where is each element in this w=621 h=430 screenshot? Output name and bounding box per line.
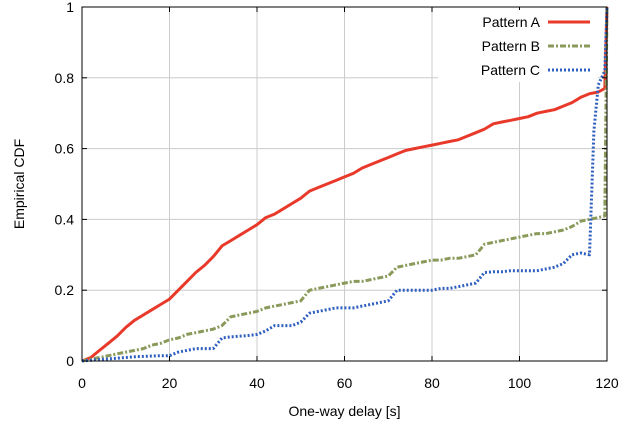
y-tick-label: 0.8 — [55, 70, 75, 86]
y-tick-label: 0.2 — [55, 282, 75, 298]
series-line-3 — [81, 6, 609, 363]
legend: Pattern A Pattern B Pattern C — [438, 10, 598, 82]
x-tick-label: 120 — [595, 375, 619, 391]
legend-label: Pattern A — [482, 14, 540, 30]
axis-ticks: 0 20 40 60 80 100 120 0 0.2 0.4 0.6 0.8 1 — [55, 0, 619, 391]
x-tick-label: 40 — [249, 375, 265, 391]
series-line-2 — [81, 6, 609, 363]
y-tick-label: 1 — [66, 0, 74, 15]
x-axis-label: One-way delay [s] — [288, 403, 400, 419]
series-layer — [81, 6, 609, 363]
x-tick-label: 100 — [508, 375, 532, 391]
legend-label: Pattern C — [481, 62, 540, 78]
y-tick-label: 0 — [66, 353, 74, 369]
y-tick-label: 0.4 — [55, 211, 75, 227]
y-axis-label: Empirical CDF — [11, 139, 27, 229]
x-tick-label: 0 — [78, 375, 86, 391]
legend-label: Pattern B — [482, 38, 540, 54]
y-tick-label: 0.6 — [55, 141, 75, 157]
series-line-1 — [81, 6, 609, 363]
x-tick-label: 80 — [424, 375, 440, 391]
x-tick-label: 60 — [337, 375, 353, 391]
x-tick-label: 20 — [162, 375, 178, 391]
